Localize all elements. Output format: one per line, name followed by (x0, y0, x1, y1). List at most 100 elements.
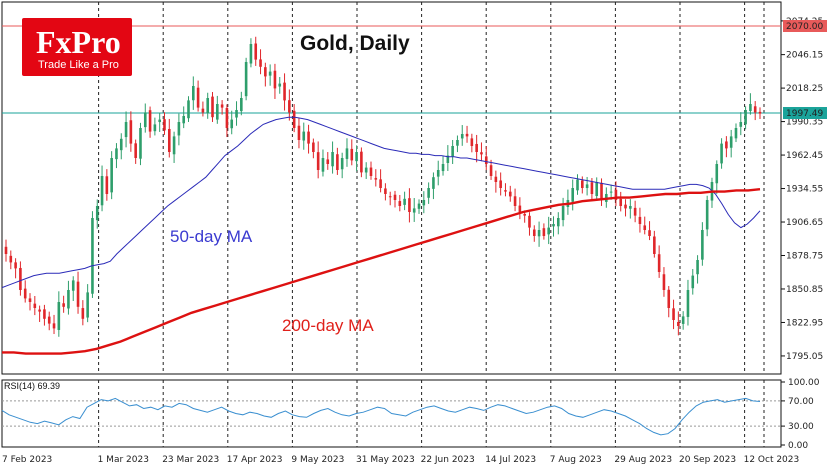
x-tick-label: 31 May 2023 (356, 455, 415, 465)
candle-body (446, 155, 450, 163)
x-tick-label: 20 Sep 2023 (679, 455, 736, 465)
candle-body (191, 86, 195, 101)
candle-body (686, 290, 690, 317)
candle-body (653, 236, 656, 254)
candle-body (513, 196, 517, 206)
candle-body (143, 112, 147, 128)
candle-body (753, 106, 757, 113)
candle-body (489, 165, 493, 176)
candle-body (105, 176, 109, 194)
candle-body (345, 148, 349, 159)
price-tick-label: 1990.35 (786, 118, 823, 128)
candle-body (67, 290, 70, 309)
candle-body (412, 208, 416, 213)
candle-body (91, 218, 94, 294)
x-tick-label: 9 May 2023 (291, 455, 344, 465)
candle-body (691, 275, 695, 289)
candle-body (163, 119, 166, 131)
candle-body (264, 67, 267, 77)
candle-body (340, 158, 344, 170)
candle-body (460, 134, 464, 139)
candle-body (758, 111, 762, 114)
candle-body (729, 136, 733, 148)
candle-body (312, 142, 315, 152)
candle-body (182, 116, 185, 124)
resistance-price-tag (783, 20, 827, 32)
candle-body (355, 152, 358, 162)
current-price-label: 1997.49 (786, 109, 823, 119)
candle-body (119, 138, 123, 151)
candle-body (76, 281, 80, 307)
candle-body (523, 213, 526, 216)
candle-body (364, 167, 368, 173)
candle-body (590, 182, 594, 194)
candle-body (9, 255, 13, 263)
candle-body (240, 98, 243, 112)
candle-body (148, 110, 152, 132)
fxpro-logo: FxPro Trade Like a Pro (22, 18, 132, 76)
candle-body (302, 131, 306, 141)
candle-body (681, 316, 685, 324)
candle-body (508, 191, 512, 197)
candle-body (470, 138, 474, 146)
candle-body (633, 207, 637, 216)
candle-body (201, 108, 205, 113)
candle-body (552, 224, 555, 227)
logo-tagline: Trade Like a Pro (38, 59, 119, 71)
candle-body (331, 152, 334, 167)
candle-body (374, 178, 378, 180)
candle-body (268, 71, 272, 76)
candle-body (518, 205, 522, 212)
candle-body (278, 83, 282, 87)
candle-body (624, 204, 627, 209)
candle-body (38, 309, 41, 312)
candle-body (297, 125, 301, 140)
candle-body (220, 104, 224, 108)
candle-body (369, 167, 373, 176)
candle-body (734, 128, 738, 139)
candle-body (701, 230, 704, 260)
candle-body (81, 308, 85, 319)
candle-body (388, 196, 392, 198)
price-tick-label: 2046.15 (786, 51, 823, 61)
candle-body (129, 120, 133, 144)
candle-body (292, 110, 296, 128)
candle-body (134, 143, 137, 158)
candle-body (47, 316, 51, 324)
candle-body (547, 227, 550, 235)
ma200-line (2, 188, 761, 355)
candle-body (115, 148, 118, 160)
rsi-tick-label: 100.00 (788, 378, 820, 388)
candle-body (581, 180, 584, 188)
candle-body (556, 218, 560, 227)
x-tick-label: 22 Jun 2023 (421, 455, 475, 465)
candle-body (441, 164, 445, 172)
candle-body (307, 131, 310, 144)
candle-body (576, 179, 579, 191)
x-tick-label: 12 Oct 2023 (744, 455, 800, 465)
candle-body (465, 133, 469, 137)
candle-body (244, 62, 248, 97)
candle-body (561, 206, 565, 221)
price-tick-label: 1906.65 (786, 218, 823, 228)
candle-body (393, 194, 397, 200)
x-tick-label: 17 Apr 2023 (227, 455, 283, 465)
candle-body (451, 146, 454, 157)
candle-body (600, 182, 603, 200)
candle-body (720, 143, 723, 164)
price-tick-label: 1795.05 (786, 352, 823, 362)
candle-body (316, 152, 320, 170)
candle-body (739, 122, 743, 127)
candle-body (177, 122, 181, 136)
candle-body (326, 159, 330, 164)
ma50-line (1, 116, 761, 289)
candle-body (153, 124, 157, 132)
candle-body (648, 230, 651, 236)
x-tick-label: 1 Mar 2023 (98, 455, 149, 465)
candle-body (619, 198, 623, 206)
candle-body (206, 98, 210, 114)
candle-body (677, 321, 680, 326)
candle-body (100, 176, 104, 206)
candle-body (384, 188, 387, 194)
candle-body (725, 141, 728, 149)
